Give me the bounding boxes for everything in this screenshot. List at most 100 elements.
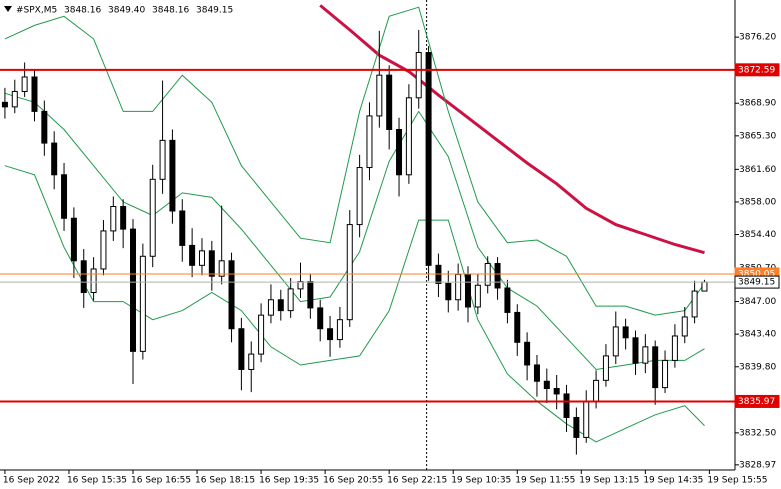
candle-body <box>248 353 255 370</box>
x-tick-label: 16 Sep 18:15 <box>195 476 255 486</box>
candle-body <box>90 268 97 294</box>
moving-average <box>319 4 705 255</box>
candle-body <box>41 110 48 144</box>
candle-body <box>169 139 176 212</box>
symbol: #SPX,M5 <box>16 6 57 16</box>
candle-body <box>198 250 205 266</box>
candle-body <box>277 299 284 312</box>
header: #SPX,M5 3848.16 3849.40 3848.16 3849.15 <box>16 6 233 16</box>
candle-body <box>514 311 521 343</box>
candle-body <box>543 380 550 389</box>
price-label-box <box>734 394 780 408</box>
y-tick-label: 3843.40 <box>739 330 776 340</box>
candle-body <box>327 328 334 341</box>
candle-body <box>238 328 245 370</box>
candle-body <box>405 97 412 176</box>
price-label: 3872.59 <box>738 65 775 75</box>
candle-body <box>356 167 363 226</box>
candle-body <box>21 76 28 92</box>
candle-body <box>425 52 432 266</box>
candle-body <box>376 74 383 117</box>
candle-body <box>671 335 678 361</box>
x-tick-label: 19 Sep 13:15 <box>579 476 639 486</box>
candle-body <box>691 290 698 318</box>
candle-body <box>632 337 639 364</box>
candle-body <box>61 174 68 219</box>
candle-body <box>11 90 18 108</box>
candle-body <box>642 346 649 364</box>
candle-body <box>228 260 235 330</box>
candle-body <box>612 326 619 357</box>
y-tick-label: 3832.50 <box>739 428 776 438</box>
candle-body <box>120 205 127 230</box>
candle-body <box>208 250 215 277</box>
candle-body <box>267 299 274 316</box>
candle-body <box>297 281 304 290</box>
y-tick-label: 3865.30 <box>739 131 776 141</box>
price-label: 3850.05 <box>738 269 775 279</box>
header-open: 3848.16 <box>64 6 101 16</box>
candle-body <box>494 263 501 289</box>
candle-body <box>366 115 373 169</box>
candle-body <box>317 307 324 330</box>
y-tick-label: 3868.90 <box>739 99 776 109</box>
bollinger-band <box>4 6 705 316</box>
candle-body <box>346 224 353 321</box>
candle-body <box>179 210 186 246</box>
candle-body <box>396 128 403 176</box>
candle-body <box>110 205 117 232</box>
bollinger-band <box>4 165 705 443</box>
x-tick-label: 16 Sep 2022 <box>3 476 60 486</box>
x-tick-label: 19 Sep 11:55 <box>515 476 575 486</box>
price-label: 3849.15 <box>738 278 775 288</box>
x-tick-label: 16 Sep 15:35 <box>67 476 127 486</box>
x-tick-label: 19 Sep 14:35 <box>643 476 703 486</box>
candle-body <box>415 52 422 99</box>
candle-body <box>100 230 107 270</box>
candle-body <box>563 393 570 418</box>
candle-body <box>51 142 58 176</box>
candle-body <box>652 346 659 389</box>
candle-body <box>701 281 708 292</box>
candle-body <box>662 359 669 389</box>
candle-body <box>464 273 471 308</box>
candle-body <box>474 284 481 308</box>
header-close: 3849.15 <box>196 6 233 16</box>
price-label-box <box>734 275 780 289</box>
candle-body <box>602 355 609 381</box>
candle-body <box>139 255 146 352</box>
menu-arrow <box>4 6 12 12</box>
candle-body <box>583 400 590 438</box>
candle-body <box>130 228 137 352</box>
x-tick-label: 16 Sep 16:55 <box>131 476 191 486</box>
y-tick-label: 3876.20 <box>739 33 776 43</box>
header-high: 3849.40 <box>108 6 145 16</box>
price-label-box <box>734 63 780 77</box>
candle-body <box>218 260 225 277</box>
candle-body <box>445 282 452 301</box>
header-low: 3848.16 <box>152 6 189 16</box>
x-tick-label: 16 Sep 20:55 <box>323 476 383 486</box>
candle-body <box>287 288 294 312</box>
candle-body <box>258 314 265 355</box>
candle-body <box>31 76 38 112</box>
x-tick-label: 19 Sep 15:55 <box>707 476 767 486</box>
candle-body <box>593 379 600 402</box>
candle-body <box>189 244 196 266</box>
y-tick-label: 3861.60 <box>739 165 776 175</box>
candle-body <box>386 74 393 130</box>
y-tick-label: 3854.40 <box>739 230 776 240</box>
candle-body <box>455 273 462 301</box>
candle-body <box>553 387 560 395</box>
candle-body <box>149 178 156 257</box>
candle-body <box>504 287 511 313</box>
candle-body <box>159 139 166 180</box>
candle-body <box>622 326 629 339</box>
candle-body <box>307 281 314 309</box>
y-tick-label: 3847.00 <box>739 297 776 307</box>
y-tick-label: 3828.97 <box>739 460 776 470</box>
x-tick-label: 16 Sep 22:15 <box>387 476 447 486</box>
x-tick-label: 16 Sep 19:35 <box>259 476 319 486</box>
price-label: 3835.97 <box>738 397 775 407</box>
